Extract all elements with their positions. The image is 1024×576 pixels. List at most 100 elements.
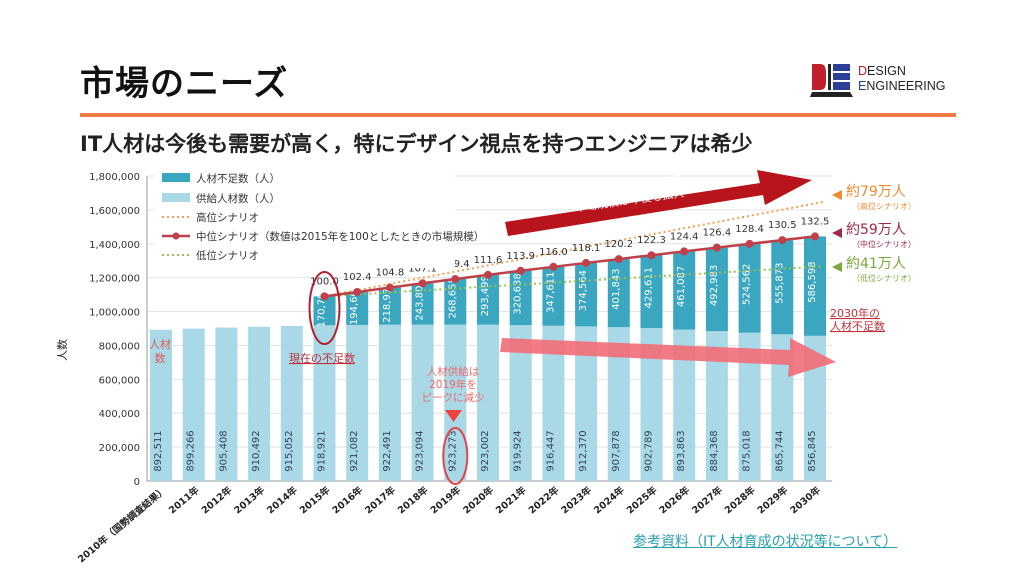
legend-supply-label: 供給人材数（人） [196,192,280,205]
supply-value-label: 899,266 [186,430,197,471]
supply-bar [477,324,499,481]
market-index-label: 100.0 [310,276,339,287]
shortage-value-label: 170,700 [317,286,328,327]
mid-scenario-marker [745,239,754,248]
supply-value-label: 915,052 [284,430,295,471]
shortage-value-label: 268,655 [447,277,458,318]
supply-value-label: 922,491 [382,430,393,471]
x-tick-label: 2012年 [199,484,235,517]
shortage-bar [705,247,728,332]
supply-value-label: 923,273 [447,430,458,471]
supply-peak-label: 2019年を [429,378,477,391]
shortage-2030-label: 人材不足数 [830,319,885,333]
current-shortage-circle [308,271,341,345]
shortage-value-label: 194,608 [349,284,360,325]
market-index-label: 124.4 [670,231,699,242]
market-index-label: 130.5 [768,220,797,231]
x-tick-label: 2026年 [657,484,693,517]
x-tick-label: 2025年 [624,484,660,517]
scenario-name-label: （低位シナリオ） [852,273,916,283]
supply-bar [411,324,434,481]
scenario-pointer-icon [832,228,842,238]
mid-scenario-marker [811,232,819,241]
market-index-label: 120.2 [604,239,633,250]
shortage-value-label: 218,976 [382,281,393,322]
legend-shortage-label: 人材不足数（人） [196,172,280,185]
supply-value-label: 875,018 [742,430,753,471]
shortage-bar [411,283,434,325]
x-tick-label: 2018年 [395,484,431,517]
logo-text: DESIGN ENGINEERING [858,64,946,93]
reference-link[interactable]: 参考資料（IT人材育成の状況等について） [633,534,898,550]
legend-supply-swatch [162,193,190,202]
design-engineering-logo: DESIGN ENGINEERING [810,62,960,98]
y-tick-label: 0 [134,477,140,488]
mid-scenario-marker [549,262,558,271]
market-index-label: 122.3 [637,235,666,246]
supply-bar [804,335,826,481]
supply-value-label: 892,511 [153,430,164,471]
y-tick-label: 1,800,000 [89,172,140,183]
x-tick-label: 2023年 [559,484,595,517]
x-tick-label: 2029年 [755,484,791,517]
supply-bar [575,326,598,481]
market-index-label: 113.9 [506,251,535,262]
supply-bar [738,332,761,481]
supply-bar [640,328,663,481]
scenario-name-label: （高位シナリオ） [852,201,916,211]
shortage-value-label: 492,983 [709,265,720,306]
legend-mid-label: 中位シナリオ（数値は2015年を100としたときの市場規模） [196,230,484,243]
mid-scenario-line [324,235,816,298]
shortage-bar [444,279,467,325]
supply-value-label: 893,863 [676,430,687,471]
shortage-bar [771,240,794,335]
mid-scenario-marker [385,283,394,292]
supply-bar [771,334,794,481]
x-tick-label: 2019年 [428,484,464,517]
x-tick-label: 2020年 [461,484,497,517]
shortage-value-label: 401,843 [611,268,622,309]
supply-bar [215,327,238,481]
market-index-label: 104.8 [376,268,405,279]
market-index-label: 102.4 [343,272,372,283]
shortage-bar [477,274,499,325]
slide-subtitle: IT人材は今後も需要が高く，特にデザイン視点を持つエンジニアは希少 [80,132,753,156]
y-tick-label: 200,000 [99,443,140,454]
market-index-label: 111.6 [474,255,503,266]
y-tick-label: 600,000 [99,375,140,386]
shortage-value-label: 586,598 [807,261,818,302]
logo-mark-icon [810,64,853,97]
supply-bar [378,324,401,481]
down-triangle-icon [445,410,462,422]
shortage-bar [640,255,663,329]
supply-value-label: 918,921 [317,430,328,471]
x-tick-label: 2028年 [722,484,758,517]
mid-scenario-marker [516,266,525,275]
low-scenario-line [324,265,824,298]
supply-value-label: 921,082 [349,430,360,471]
supply-decline-arrow-icon [500,338,836,377]
x-tick-label: 2024年 [591,484,627,517]
shortage-value-label: 347,611 [545,272,556,313]
shortage-bar [378,287,401,325]
peak-supply-circle [442,427,469,485]
mid-scenario-marker [712,243,721,252]
current-shortage-label: 現在の不足数 [289,352,355,365]
shortage-value-label: 243,805 [415,279,426,320]
legend-shortage-swatch [162,173,190,182]
x-tick-label: 2010年（国勢調査結果） [75,484,168,565]
x-tick-label: 2027年 [690,484,726,517]
mid-scenario-marker [484,270,492,279]
x-tick-label: 2015年 [297,484,333,517]
x-tick-label: 2013年 [232,484,268,517]
supply-label-1: 人材 [149,337,171,351]
mid-scenario-marker [451,275,460,284]
x-tick-label: 2021年 [493,484,529,517]
supply-bar [673,329,696,481]
shortage-bar [738,243,761,333]
y-tick-label: 1,600,000 [89,206,140,217]
y-tick-label: 400,000 [99,409,140,420]
shortage-bar [542,266,565,326]
supply-peak-label: 人材供給は [427,365,480,378]
